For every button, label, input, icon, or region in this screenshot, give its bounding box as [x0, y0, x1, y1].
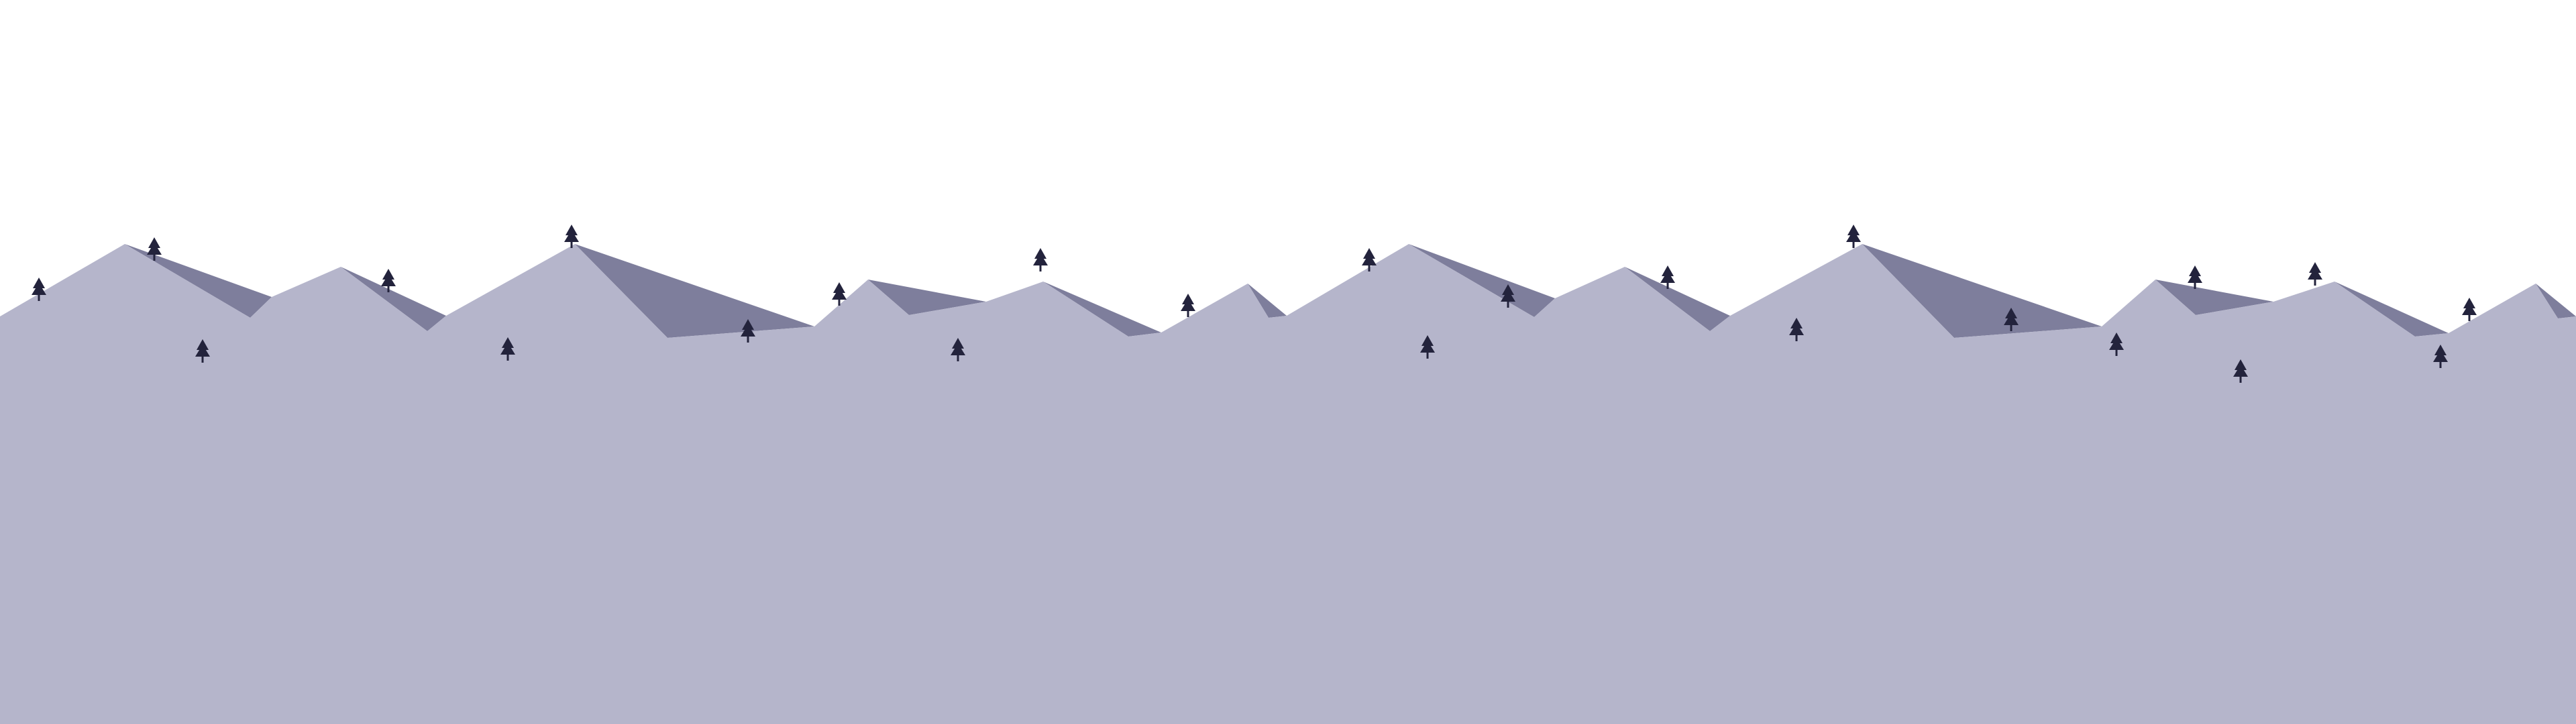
pine-tree-icon [2109, 333, 2124, 356]
pine-tree-icon [2233, 359, 2248, 383]
pine-tree-icon [2462, 298, 2477, 321]
shadow-facet [1862, 244, 2102, 338]
shadow-facet [1409, 244, 1555, 317]
pine-tree-icon [2433, 345, 2448, 368]
pine-tree-icon [741, 319, 755, 343]
pine-tree-icon [32, 278, 46, 301]
pine-tree-icon [1846, 225, 1861, 248]
shadow-facet [2536, 284, 2576, 318]
shadow-facet [2155, 280, 2273, 315]
pine-tree-icon [1181, 294, 1195, 317]
shadow-facet [341, 267, 446, 331]
mountain-silhouette [0, 244, 2576, 724]
shadow-facet [125, 244, 272, 318]
shadow-facet [1625, 267, 1730, 331]
pine-tree-icon [1789, 318, 1804, 341]
shadow-facet [575, 244, 814, 338]
mountain-shadows [125, 244, 2576, 338]
pine-tree-icon [1033, 248, 1048, 272]
shadow-facet [1043, 282, 1161, 337]
pine-tree-icon [1420, 335, 1435, 359]
shadow-facet [1248, 284, 1287, 318]
shadow-facet [2334, 282, 2449, 337]
pine-tree-icon [2188, 265, 2202, 289]
pine-trees [32, 225, 2477, 383]
pine-tree-icon [832, 282, 847, 306]
pine-tree-icon [1362, 248, 1377, 272]
pine-tree-icon [2308, 262, 2322, 286]
pine-tree-icon [147, 237, 162, 261]
pine-tree-icon [500, 337, 515, 361]
pine-tree-icon [1660, 265, 1675, 289]
pine-tree-icon [1501, 284, 1515, 308]
pine-tree-icon [195, 339, 210, 363]
shadow-facet [868, 280, 986, 315]
pine-tree-icon [564, 225, 579, 248]
pine-tree-icon [951, 338, 965, 361]
pine-tree-icon [2004, 308, 2019, 331]
pine-tree-icon [381, 269, 396, 292]
